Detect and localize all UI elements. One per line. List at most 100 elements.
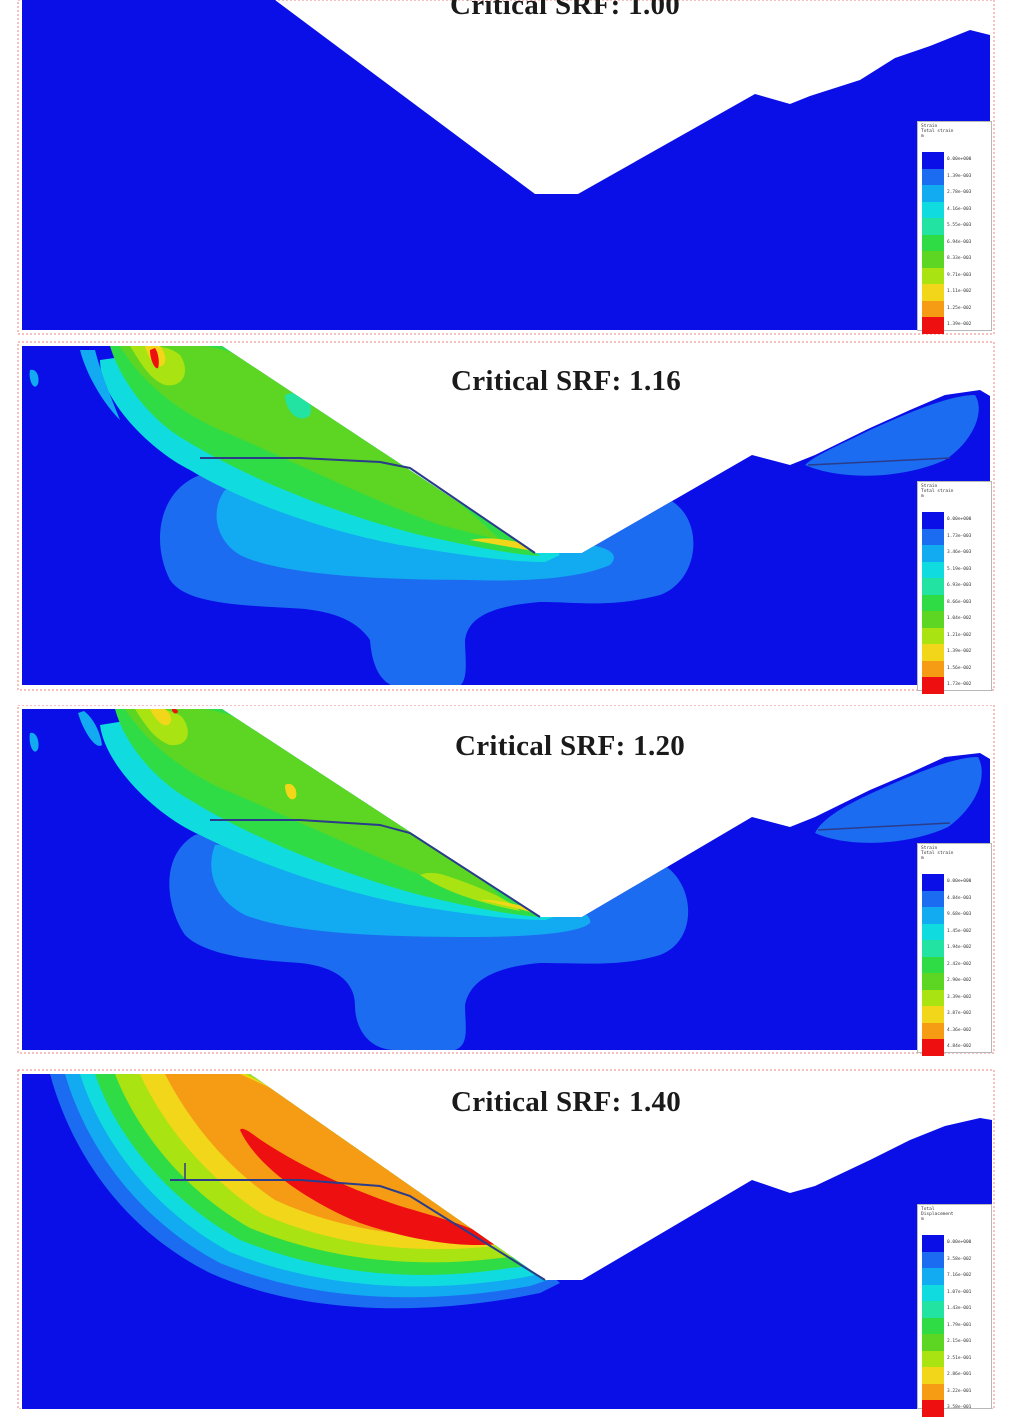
legend-entry: 3.22e-001 bbox=[918, 1383, 991, 1400]
legend-entry: 4.16e-003 bbox=[918, 201, 991, 218]
legend-value: 4.16e-003 bbox=[947, 206, 972, 212]
model-boundary bbox=[17, 341, 995, 691]
legend-entry: 4.36e-002 bbox=[918, 1022, 991, 1039]
legend-swatch bbox=[922, 611, 944, 628]
legend-value: 1.25e-002 bbox=[947, 305, 972, 311]
legend-entry: 1.79e-001 bbox=[918, 1317, 991, 1334]
legend-entry: 3.87e-002 bbox=[918, 1006, 991, 1023]
legend-value: 1.07e-001 bbox=[947, 1289, 972, 1295]
legend-entry: 3.58e-001 bbox=[918, 1400, 991, 1417]
legend-swatch bbox=[922, 300, 944, 317]
legend-swatch bbox=[922, 1400, 944, 1417]
legend-swatch bbox=[922, 1006, 944, 1023]
legend-entry: 1.39e-002 bbox=[918, 317, 991, 334]
legend-entry: 2.51e-001 bbox=[918, 1350, 991, 1367]
slip-surface bbox=[200, 457, 536, 554]
legend-entry: 0.00e+000 bbox=[918, 152, 991, 169]
legend-entry: 9.68e-003 bbox=[918, 907, 991, 924]
legend-entry: 1.21e-002 bbox=[918, 627, 991, 644]
legend-swatch bbox=[922, 956, 944, 973]
legend-entry: 0.00e+000 bbox=[918, 1235, 991, 1252]
legend-entry: 2.15e-001 bbox=[918, 1334, 991, 1351]
legend-value: 0.00e+000 bbox=[947, 1240, 972, 1246]
panel-title: Critical SRF: 1.40 bbox=[451, 1086, 682, 1118]
legend-swatch bbox=[922, 1284, 944, 1301]
legend-value: 3.46e-003 bbox=[947, 550, 972, 556]
model-boundary bbox=[17, 1069, 995, 1409]
legend-entry: 3.46e-003 bbox=[918, 545, 991, 562]
contour-panel-2: Critical SRF: 1.16 Strain Total strain m… bbox=[0, 340, 1024, 695]
legend-value: 4.84e-002 bbox=[947, 1044, 972, 1050]
legend-value: 2.42e-002 bbox=[947, 961, 972, 967]
legend-swatch bbox=[922, 644, 944, 661]
legend-entry: 3.39e-002 bbox=[918, 989, 991, 1006]
legend-value: 5.19e-003 bbox=[947, 566, 972, 572]
legend-value: 1.94e-002 bbox=[947, 945, 972, 951]
legend-value: 1.73e-002 bbox=[947, 682, 972, 688]
legend-value: 3.22e-001 bbox=[947, 1388, 972, 1394]
legend-header: Strain Total strain m bbox=[921, 484, 954, 499]
legend-header: Strain Total strain m bbox=[921, 846, 954, 861]
legend-value: 2.15e-001 bbox=[947, 1339, 972, 1345]
legend-swatch bbox=[922, 545, 944, 562]
legend-swatch bbox=[922, 512, 944, 529]
legend-entry: 5.19e-003 bbox=[918, 561, 991, 578]
legend-entry: 9.71e-003 bbox=[918, 267, 991, 284]
legend-value: 4.36e-002 bbox=[947, 1027, 972, 1033]
legend-header: Strain Total strain m bbox=[921, 124, 954, 139]
legend-swatch bbox=[922, 940, 944, 957]
legend-entry: 1.04e-002 bbox=[918, 611, 991, 628]
legend-swatch bbox=[922, 267, 944, 284]
slip-surface bbox=[170, 1179, 546, 1281]
legend-swatch bbox=[922, 284, 944, 301]
contour-plot-1 bbox=[17, 0, 995, 335]
legend-swatch bbox=[922, 660, 944, 677]
legend-entry: 4.84e-002 bbox=[918, 1039, 991, 1056]
legend-panel-2: Strain Total strain m 0.00e+000 1.73e-003… bbox=[917, 481, 992, 694]
legend-swatch bbox=[922, 234, 944, 251]
panel-title: Critical SRF: 1.20 bbox=[455, 730, 686, 762]
legend-entry: 1.39e-002 bbox=[918, 644, 991, 661]
legend-value: 2.51e-001 bbox=[947, 1355, 972, 1361]
legend-swatch bbox=[922, 218, 944, 235]
legend-swatch bbox=[922, 1039, 944, 1056]
weak-layer-line bbox=[817, 822, 951, 831]
legend-value: 3.39e-002 bbox=[947, 994, 972, 1000]
legend-value: 1.45e-002 bbox=[947, 928, 972, 934]
legend-value: 3.58e-001 bbox=[947, 1405, 972, 1411]
legend-entry: 1.25e-002 bbox=[918, 300, 991, 317]
legend-entry: 0.00e+000 bbox=[918, 512, 991, 529]
legend-panel-4: Total Displacement m 0.00e+000 3.58e-002 7… bbox=[917, 1204, 992, 1417]
legend-swatch bbox=[922, 1235, 944, 1252]
model-boundary bbox=[17, 0, 995, 335]
legend-value: 1.73e-003 bbox=[947, 533, 972, 539]
legend-swatch bbox=[922, 317, 944, 334]
legend-swatch bbox=[922, 907, 944, 924]
legend-value: 0.00e+000 bbox=[947, 517, 972, 523]
legend-swatch bbox=[922, 528, 944, 545]
legend-swatch bbox=[922, 1334, 944, 1351]
legend-value: 1.11e-002 bbox=[947, 289, 972, 295]
contour-panel-3: Critical SRF: 1.20 Strain Total strain m… bbox=[0, 705, 1024, 1056]
legend-entry: 6.93e-003 bbox=[918, 578, 991, 595]
legend-swatch bbox=[922, 1367, 944, 1384]
legend-swatch bbox=[922, 1317, 944, 1334]
legend-swatch bbox=[922, 251, 944, 268]
legend-swatch bbox=[922, 168, 944, 185]
legend-entry: 4.84e-003 bbox=[918, 890, 991, 907]
model-boundary bbox=[17, 705, 995, 1054]
legend-entry: 1.07e-001 bbox=[918, 1284, 991, 1301]
legend-value: 9.68e-003 bbox=[947, 912, 972, 918]
legend-value: 0.00e+000 bbox=[947, 157, 972, 163]
legend-swatch bbox=[922, 1268, 944, 1285]
legend-swatch bbox=[922, 152, 944, 169]
legend-swatch bbox=[922, 594, 944, 611]
legend-value: 6.94e-003 bbox=[947, 239, 972, 245]
legend-value: 1.04e-002 bbox=[947, 616, 972, 622]
legend-value: 3.87e-002 bbox=[947, 1011, 972, 1017]
contour-plot-3 bbox=[17, 705, 995, 1054]
legend-value: 2.78e-003 bbox=[947, 190, 972, 196]
legend-value: 1.39e-003 bbox=[947, 173, 972, 179]
legend-value: 2.86e-001 bbox=[947, 1372, 972, 1378]
legend-swatch bbox=[922, 561, 944, 578]
